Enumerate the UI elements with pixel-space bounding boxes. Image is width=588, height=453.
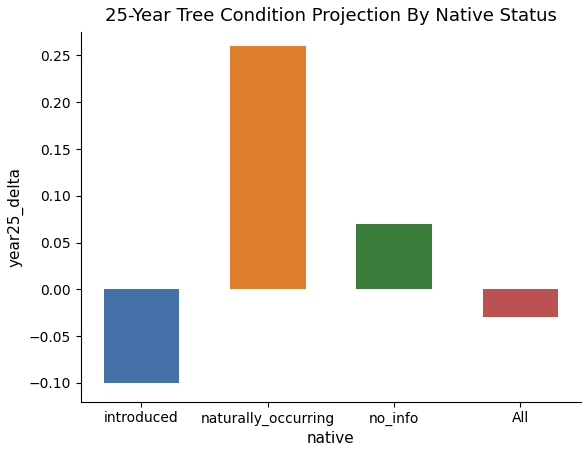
- Bar: [103, 289, 179, 383]
- Title: 25-Year Tree Condition Projection By Native Status: 25-Year Tree Condition Projection By Nat…: [105, 7, 557, 25]
- Bar: [483, 289, 559, 318]
- Bar: [356, 224, 432, 289]
- X-axis label: native: native: [307, 431, 355, 446]
- Y-axis label: year25_delta: year25_delta: [7, 167, 23, 267]
- Bar: [230, 46, 306, 289]
